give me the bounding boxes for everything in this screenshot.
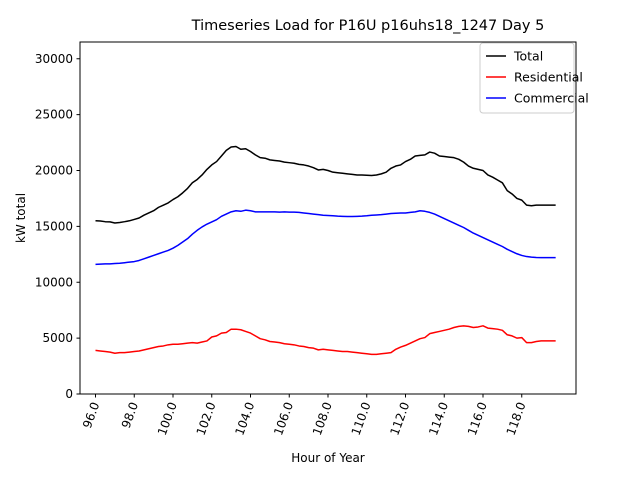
x-tick-label: 98.0 (119, 400, 141, 430)
x-tick-label: 116.0 (465, 400, 490, 437)
y-tick-label: 15000 (35, 219, 73, 233)
y-tick-label: 10000 (35, 275, 73, 289)
x-tick-label: 112.0 (387, 400, 412, 437)
y-tick-label: 5000 (42, 331, 73, 345)
legend: Total Residential Commercial (479, 42, 589, 114)
x-axis: 96.0 98.0 100.0 102.0 104.0 106.0 108.0 110.0 11… (80, 394, 529, 437)
y-tick-label: 25000 (35, 108, 73, 122)
x-axis-title: Hour of Year (291, 451, 365, 465)
legend-box (479, 42, 575, 114)
legend-label-commercial: Commercial (514, 91, 589, 106)
series-line-total (95, 145, 556, 224)
x-tick-label: 108.0 (310, 400, 335, 437)
series-line-residential (95, 325, 556, 356)
y-axis-title: kW total (14, 193, 28, 243)
series-lines (95, 145, 556, 356)
x-tick-label: 96.0 (80, 400, 102, 430)
x-tick-label: 110.0 (349, 400, 374, 437)
x-tick-label: 100.0 (155, 400, 180, 437)
x-tick-label: 106.0 (271, 400, 296, 437)
y-tick-label: 30000 (35, 52, 73, 66)
y-axis: 0 5000 10000 15000 20000 25000 30000 (35, 52, 80, 401)
x-tick-label: 104.0 (232, 400, 257, 437)
legend-label-total: Total (513, 49, 543, 64)
y-tick-label: 0 (65, 387, 73, 401)
series-line-commercial (95, 209, 556, 266)
chart-title: Timeseries Load for P16U p16uhs18_1247 D… (191, 18, 545, 34)
legend-label-residential: Residential (514, 70, 583, 85)
x-tick-label: 102.0 (194, 400, 219, 437)
x-tick-label: 118.0 (504, 400, 529, 437)
y-tick-label: 20000 (35, 164, 73, 178)
plot-frame (79, 41, 577, 395)
x-tick-label: 114.0 (426, 400, 451, 437)
